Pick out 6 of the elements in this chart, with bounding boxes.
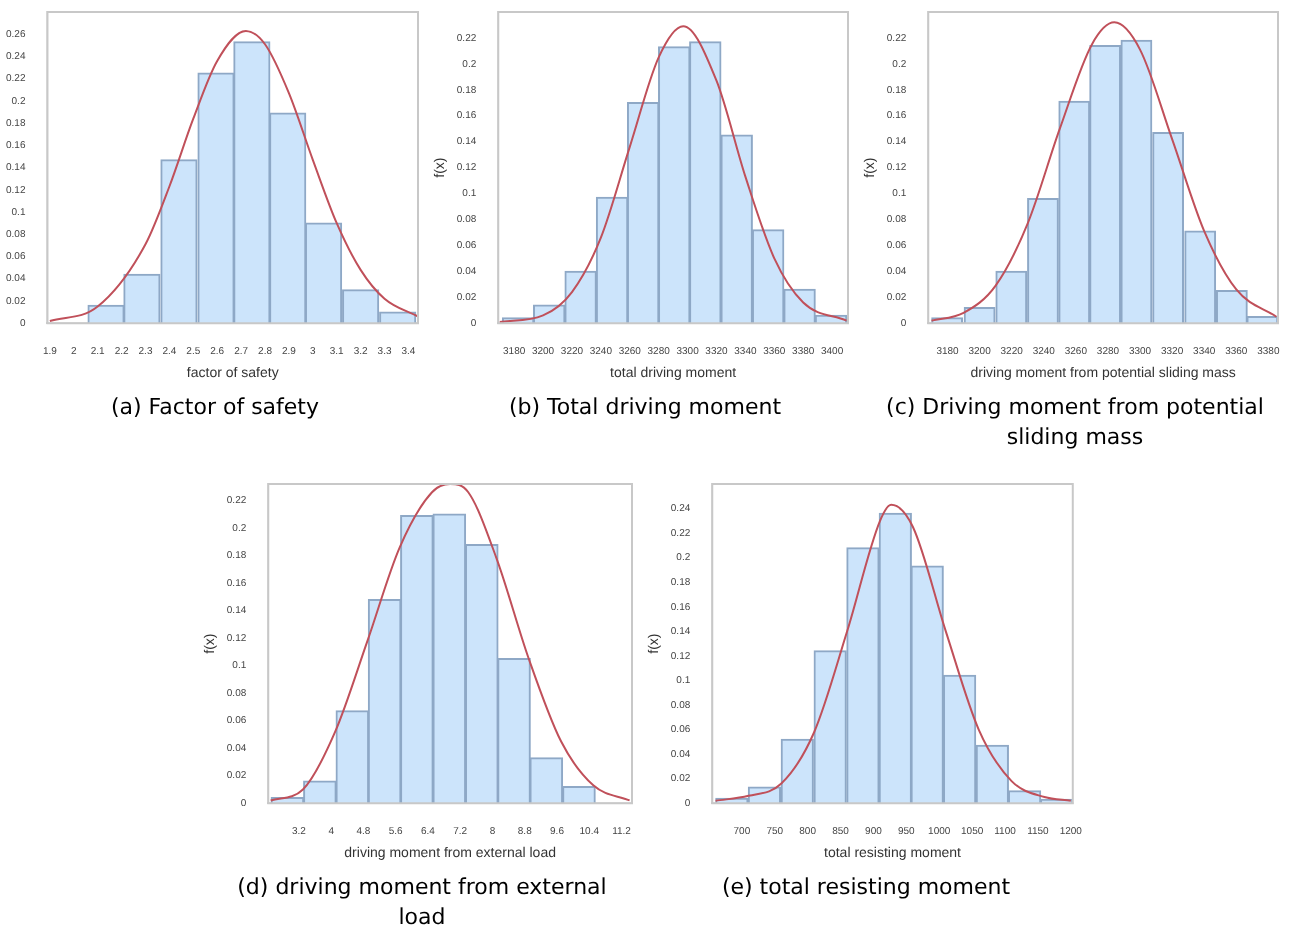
text: (e) total resisting moment <box>719 872 1013 902</box>
text: (c) Driving moment from potential sliding mass <box>884 392 1266 452</box>
text: (b) Total driving moment <box>506 392 784 422</box>
text: (d) driving moment from external load <box>235 872 609 926</box>
line-series <box>269 484 631 802</box>
text: (a) Factor of safety <box>108 392 322 422</box>
